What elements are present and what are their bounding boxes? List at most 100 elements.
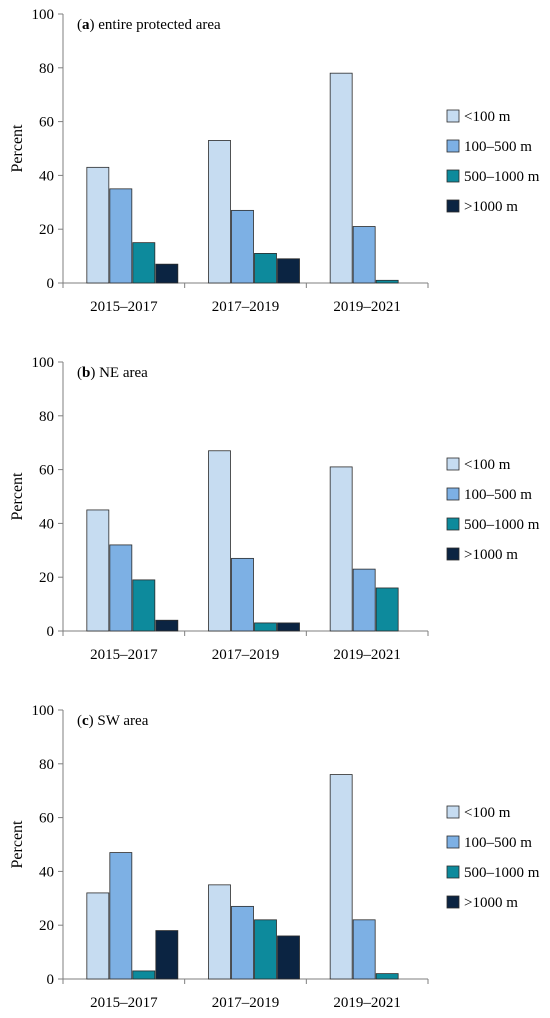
legend-swatch: [446, 517, 460, 531]
y-axis-label: Percent: [9, 124, 26, 173]
legend-label: <100 m: [464, 457, 511, 473]
y-tick-label: 100: [32, 355, 55, 371]
legend-swatch: [446, 457, 460, 471]
y-tick-label: 60: [39, 811, 54, 827]
chart-panel-b: 0 20 40 60 80 100 Percent (b) NE area 2015–2017 2…: [9, 355, 540, 663]
legend-swatch: [446, 487, 460, 501]
legend-label: >1000 m: [464, 547, 518, 563]
panel-tag: a: [82, 17, 90, 33]
bar-2019–2021-500–1000 m: [375, 973, 399, 980]
panel-title-paren-close: ): [90, 17, 95, 33]
y-tick-label: 0: [47, 624, 55, 640]
legend-label: >1000 m: [464, 199, 518, 215]
legend-swatch: [446, 169, 460, 183]
legend-swatch: [446, 199, 460, 213]
bar-2015–2017->1000 m: [155, 263, 179, 284]
y-tick-label: 0: [47, 276, 55, 292]
bar-2015–2017-100–500 m: [109, 852, 133, 980]
legend-label: 500–1000 m: [464, 169, 540, 185]
bar-2017–2019-100–500 m: [231, 557, 254, 632]
panel-title: (a) entire protected area: [77, 17, 221, 33]
y-tick-label: 40: [39, 168, 54, 184]
bar-2017–2019-<100 m: [208, 884, 231, 980]
y-tick-label: 20: [39, 918, 54, 934]
bar-2015–2017-100–500 m: [109, 188, 133, 284]
y-axis-label: Percent: [9, 820, 26, 869]
legend-swatch: [446, 139, 460, 153]
x-category-label: 2015–2017: [90, 995, 158, 1011]
legend-label: 100–500 m: [464, 139, 532, 155]
y-tick-label: 80: [39, 757, 54, 773]
y-axis-label: Percent: [9, 472, 26, 521]
chart-panel-c: 0 20 40 60 80 100 Percent (c) SW area 2015–2017 2…: [9, 703, 540, 1011]
y-tick-label: 80: [39, 61, 54, 77]
bar-2017–2019-500–1000 m: [254, 919, 277, 980]
bar-2019–2021-500–1000 m: [375, 279, 399, 284]
legend-label: <100 m: [464, 805, 511, 821]
panel-title-text: SW area: [94, 713, 149, 729]
y-tick-label: 60: [39, 463, 54, 479]
legend-label: <100 m: [464, 109, 511, 125]
legend-label: 500–1000 m: [464, 865, 540, 881]
panel-title-paren-close: ): [89, 713, 94, 729]
legend-label: >1000 m: [464, 895, 518, 911]
legend-swatch: [446, 805, 460, 819]
legend-swatch: [446, 835, 460, 849]
legend-label: 100–500 m: [464, 487, 532, 503]
panel-tag: c: [82, 713, 89, 729]
bar-2017–2019-100–500 m: [231, 905, 254, 980]
bar-2019–2021-500–1000 m: [375, 587, 399, 632]
legend-swatch: [446, 865, 460, 879]
bar-2017–2019->1000 m: [277, 258, 300, 284]
bar-2017–2019-<100 m: [208, 450, 231, 632]
panel-title: (b) NE area: [77, 365, 148, 381]
y-tick-label: 100: [32, 703, 55, 719]
bar-2019–2021-100–500 m: [352, 568, 376, 632]
bar-2015–2017-100–500 m: [109, 544, 133, 632]
x-category-label: 2019–2021: [333, 647, 401, 663]
panel-title-text: entire protected area: [95, 17, 222, 33]
y-tick-label: 0: [47, 972, 55, 988]
bar-2017–2019-500–1000 m: [254, 622, 277, 632]
bar-2015–2017-<100 m: [86, 509, 110, 632]
panel-title-paren-open: (: [77, 17, 82, 33]
bar-2017–2019->1000 m: [277, 622, 300, 632]
legend-label: 500–1000 m: [464, 517, 540, 533]
panel-title-paren-open: (: [77, 365, 82, 381]
bar-2015–2017-<100 m: [86, 892, 110, 980]
x-category-label: 2015–2017: [90, 299, 158, 315]
legend-swatch: [446, 109, 460, 123]
bar-2017–2019-<100 m: [208, 140, 231, 284]
y-tick-label: 80: [39, 409, 54, 425]
bar-2015–2017-500–1000 m: [132, 970, 156, 980]
bar-2015–2017->1000 m: [155, 930, 179, 980]
bar-2015–2017->1000 m: [155, 619, 179, 632]
bar-2017–2019-100–500 m: [231, 209, 254, 284]
panel-tag: b: [82, 365, 90, 381]
bar-2019–2021-100–500 m: [352, 226, 376, 284]
bar-2015–2017-500–1000 m: [132, 579, 156, 632]
y-tick-label: 20: [39, 570, 54, 586]
x-category-label: 2019–2021: [333, 299, 401, 315]
panel-title-text: NE area: [95, 365, 148, 381]
bar-2017–2019->1000 m: [277, 935, 300, 980]
y-tick-label: 40: [39, 864, 54, 880]
bar-2015–2017-500–1000 m: [132, 242, 156, 284]
x-category-label: 2015–2017: [90, 647, 158, 663]
bar-2015–2017-<100 m: [86, 166, 110, 284]
legend-swatch: [446, 547, 460, 561]
bar-2017–2019-500–1000 m: [254, 253, 277, 284]
bar-2019–2021-<100 m: [329, 72, 353, 284]
panel-title: (c) SW area: [77, 713, 149, 729]
chart-panel-a: 0 20 40 60 80 100 Percent (a) entire protected …: [9, 7, 540, 315]
x-category-label: 2017–2019: [212, 647, 280, 663]
panel-title-paren-open: (: [77, 713, 82, 729]
y-tick-label: 20: [39, 222, 54, 238]
bar-2019–2021-<100 m: [329, 774, 353, 980]
y-tick-label: 100: [32, 7, 55, 23]
x-category-label: 2017–2019: [212, 299, 280, 315]
legend-label: 100–500 m: [464, 835, 532, 851]
y-tick-label: 60: [39, 115, 54, 131]
panel-title-paren-close: ): [90, 365, 95, 381]
